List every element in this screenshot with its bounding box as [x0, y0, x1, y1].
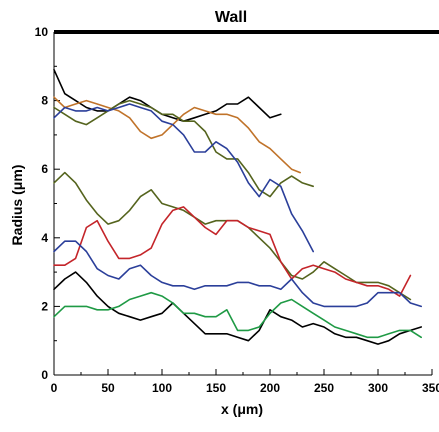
series-line-8 — [53, 271, 423, 345]
x-tick-label: 250 — [314, 381, 334, 395]
series-line-7 — [53, 240, 423, 308]
x-axis-label: x (μm) — [221, 401, 263, 417]
wall-label: Wall — [215, 9, 247, 26]
y-tick-label: 0 — [41, 368, 48, 382]
x-tick-label: 300 — [368, 381, 388, 395]
series-line-2 — [53, 96, 302, 174]
series-group — [53, 68, 423, 345]
series-line-3 — [53, 99, 315, 198]
x-tick-label: 350 — [422, 381, 439, 395]
x-tick-label: 100 — [152, 381, 172, 395]
y-tick-label: 10 — [35, 25, 49, 39]
series-line-5 — [53, 171, 412, 301]
series-line-1 — [53, 68, 282, 122]
x-tick-label: 200 — [260, 381, 280, 395]
y-tick-label: 8 — [41, 94, 48, 108]
annotations-group: Wall — [54, 9, 439, 34]
series-line-6 — [53, 206, 412, 297]
x-tick-label: 150 — [206, 381, 226, 395]
series-line-4 — [53, 103, 315, 253]
x-tick-label: 50 — [101, 381, 115, 395]
y-tick-label: 6 — [41, 162, 48, 176]
y-tick-label: 4 — [41, 231, 48, 245]
series-line-9 — [53, 291, 423, 339]
x-tick-label: 0 — [51, 381, 58, 395]
axes-group: 0 50 100 150 200 250 300 350 0 2 4 6 8 10 — [35, 25, 439, 395]
y-tick-label: 2 — [41, 299, 48, 313]
y-axis-label: Radius (μm) — [9, 165, 25, 246]
